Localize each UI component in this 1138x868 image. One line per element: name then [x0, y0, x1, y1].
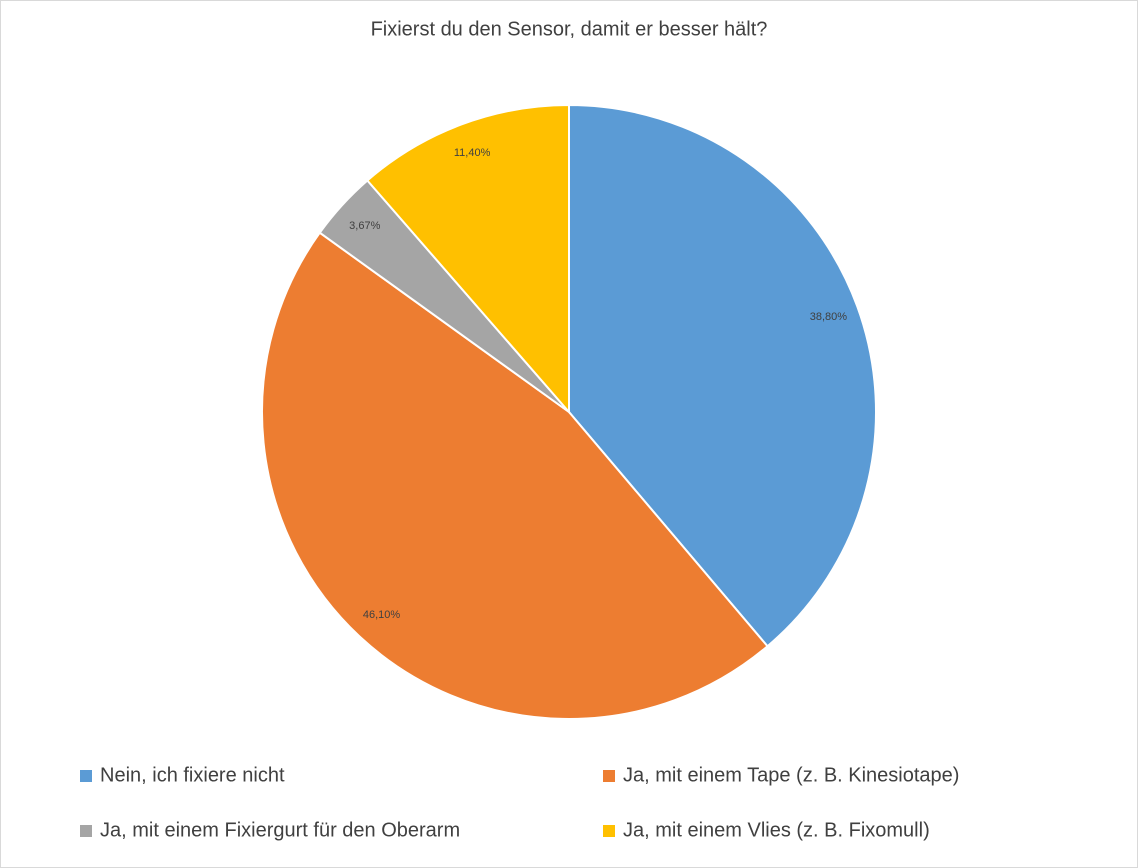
chart-title: Fixierst du den Sensor, damit er besser …	[371, 18, 768, 40]
data-label: 11,40%	[454, 147, 491, 159]
pie-slice	[568, 103, 877, 648]
legend-label: Nein, ich fixiere nicht	[100, 764, 285, 786]
pie-slice	[365, 103, 570, 415]
data-label: 3,67%	[349, 220, 380, 232]
legend-label: Ja, mit einem Fixiergurt für den Oberarm	[100, 819, 460, 841]
legend-swatch	[603, 825, 615, 837]
data-label: 46,10%	[363, 609, 401, 621]
legend-label: Ja, mit einem Tape (z. B. Kinesiotape)	[623, 764, 959, 786]
pie-slice	[261, 231, 769, 720]
legend-swatch	[603, 770, 615, 782]
legend-label: Ja, mit einem Vlies (z. B. Fixomull)	[623, 819, 930, 841]
legend-swatch	[80, 770, 92, 782]
legend-swatch	[80, 825, 92, 837]
data-label: 38,80%	[810, 311, 848, 323]
